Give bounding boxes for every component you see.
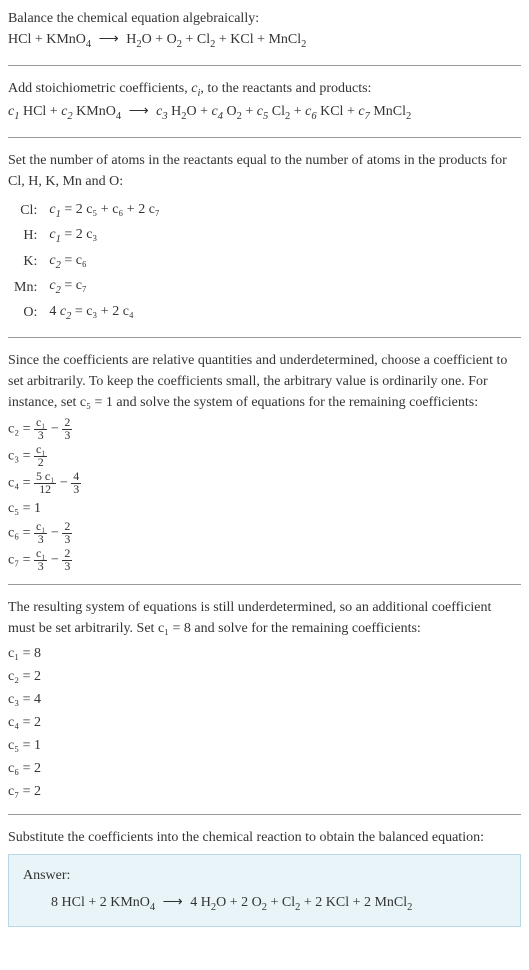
step4-text: The resulting system of equations is sti…	[8, 597, 521, 639]
coef-line: c₃ = 4	[8, 689, 521, 710]
divider	[8, 65, 521, 66]
atom-row: Cl:c1 = 2 c₅ + c₆ + 2 c₇	[8, 198, 166, 224]
step5-text: Substitute the coefficients into the che…	[8, 827, 521, 848]
step1-section: Add stoichiometric coefficients, ci, to …	[8, 78, 521, 125]
atom-row: O:4 c2 = c₃ + 2 c₄	[8, 300, 166, 326]
step1-text: Add stoichiometric coefficients, ci, to …	[8, 78, 521, 102]
step2-section: Set the number of atoms in the reactants…	[8, 150, 521, 326]
intro-line1: Balance the chemical equation algebraica…	[8, 8, 521, 29]
step3-coef-list: c₂ = c₁3 − 23c₃ = c₁2c₄ = 5 c₁12 − 43c₅ …	[8, 417, 521, 572]
atom-row: K:c2 = c₆	[8, 249, 166, 275]
step2-text: Set the number of atoms in the reactants…	[8, 150, 521, 192]
coef-line: c₆ = 2	[8, 758, 521, 779]
coef-line: c₁ = 8	[8, 643, 521, 664]
step4-coef-list: c₁ = 8c₂ = 2c₃ = 4c₄ = 2c₅ = 1c₆ = 2c₇ =…	[8, 643, 521, 802]
divider	[8, 814, 521, 815]
coef-line: c₄ = 5 c₁12 − 43	[8, 471, 521, 496]
coef-line: c₆ = c₁3 − 23	[8, 521, 521, 546]
step3-text: Since the coefficients are relative quan…	[8, 350, 521, 413]
answer-label: Answer:	[23, 865, 506, 886]
coef-line: c₄ = 2	[8, 712, 521, 733]
coef-line: c₂ = c₁3 − 23	[8, 417, 521, 442]
atom-row: H:c1 = 2 c₃	[8, 223, 166, 249]
coef-line: c₇ = 2	[8, 781, 521, 802]
coef-line: c₅ = 1	[8, 735, 521, 756]
answer-equation: 8 HCl + 2 KMnO4 ⟶ 4 H2O + 2 O2 + Cl2 + 2…	[23, 892, 506, 916]
coef-line: c₃ = c₁2	[8, 444, 521, 469]
divider	[8, 584, 521, 585]
step3-section: Since the coefficients are relative quan…	[8, 350, 521, 572]
step5-section: Substitute the coefficients into the che…	[8, 827, 521, 927]
answer-box: Answer: 8 HCl + 2 KMnO4 ⟶ 4 H2O + 2 O2 +…	[8, 854, 521, 927]
atom-row: Mn:c2 = c₇	[8, 274, 166, 300]
step4-section: The resulting system of equations is sti…	[8, 597, 521, 802]
intro-section: Balance the chemical equation algebraica…	[8, 8, 521, 53]
atom-balance-table: Cl:c1 = 2 c₅ + c₆ + 2 c₇H:c1 = 2 c₃K:c2 …	[8, 198, 166, 326]
divider	[8, 137, 521, 138]
intro-reaction: HCl + KMnO4 ⟶ H2O + O2 + Cl2 + KCl + MnC…	[8, 29, 521, 53]
step1-equation: c1 HCl + c2 KMnO4 ⟶ c3 H2O + c4 O2 + c5 …	[8, 101, 521, 125]
coef-line: c₇ = c₁3 − 23	[8, 548, 521, 573]
coef-line: c₅ = 1	[8, 498, 521, 519]
coef-line: c₂ = 2	[8, 666, 521, 687]
divider	[8, 337, 521, 338]
